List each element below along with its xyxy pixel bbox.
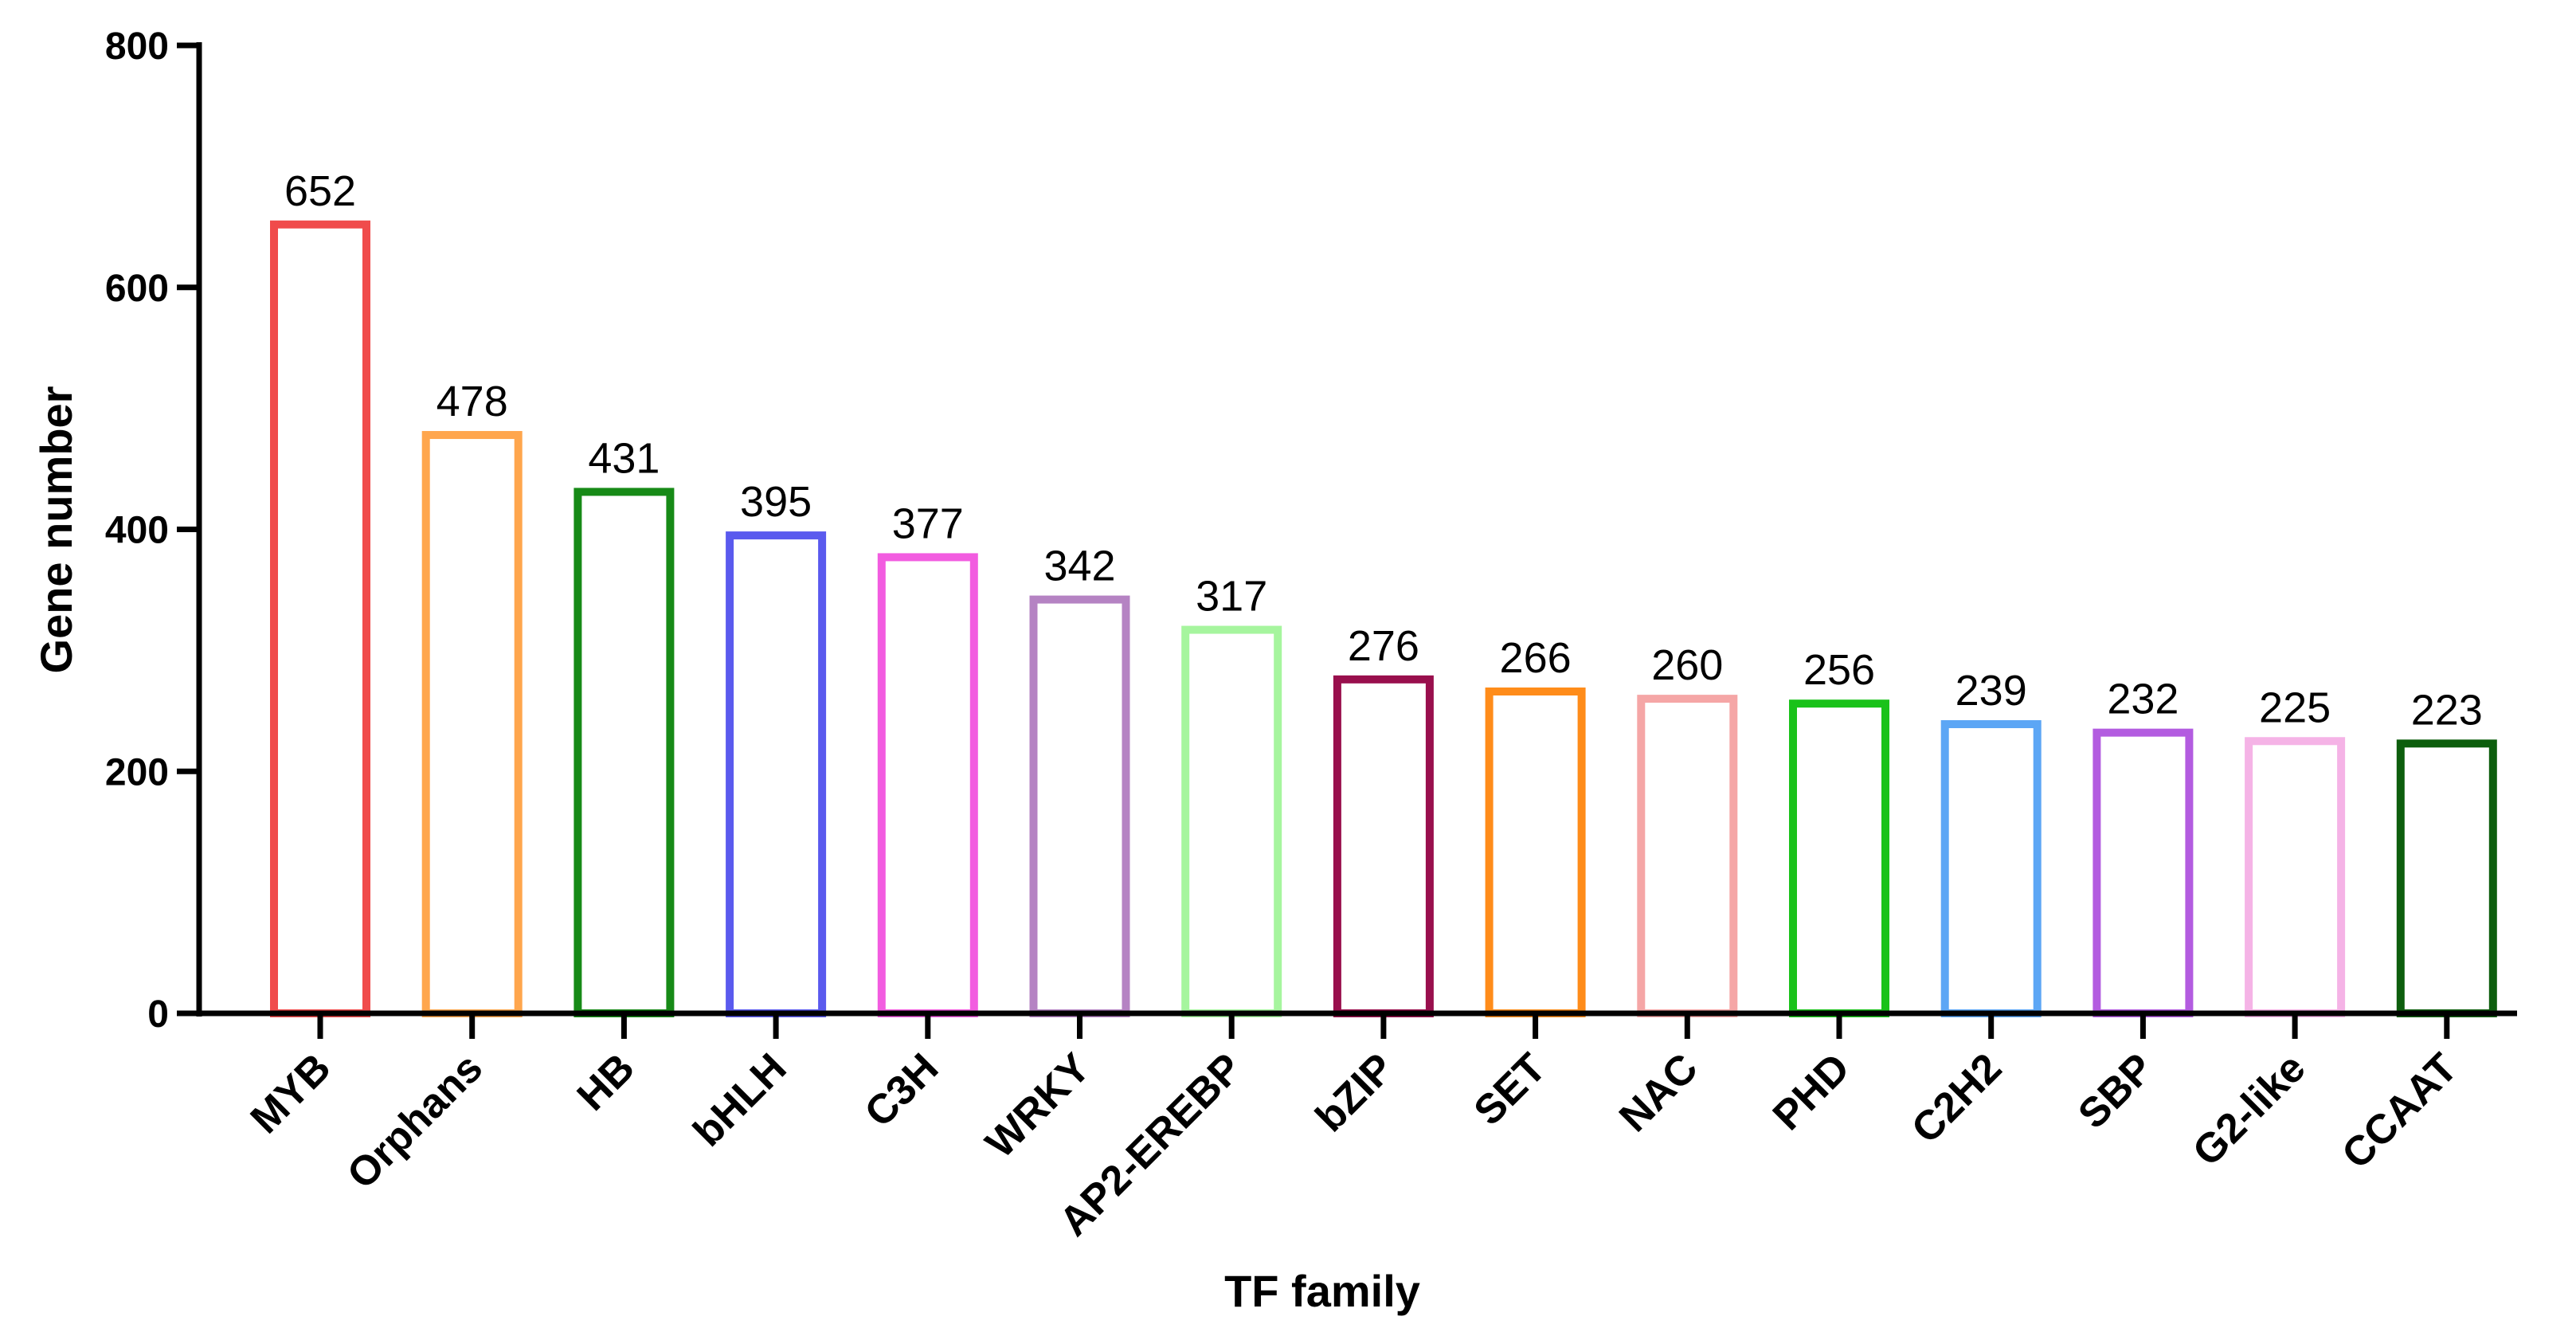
x-tick-label: WRKY xyxy=(977,1044,1099,1166)
x-tick-label: MYB xyxy=(242,1044,340,1142)
bar-g2-like xyxy=(2245,737,2346,1017)
x-tick-label: Orphans xyxy=(339,1044,491,1197)
x-tick-label: C2H2 xyxy=(1903,1044,2010,1152)
bar-value-label: 232 xyxy=(2107,676,2179,723)
bar-myb xyxy=(270,220,370,1017)
y-tick-label: 800 xyxy=(105,25,169,68)
y-tick-label: 400 xyxy=(105,510,169,552)
bar-value-label: 478 xyxy=(437,378,508,425)
x-tick-label: C3H xyxy=(856,1044,948,1136)
bar-value-label: 266 xyxy=(1500,634,1572,682)
x-tick-label: PHD xyxy=(1764,1044,1859,1139)
x-tick-label: CCAAT xyxy=(2333,1044,2466,1177)
bar-value-label: 256 xyxy=(1803,646,1875,694)
bar-value-label: 239 xyxy=(1955,667,2027,715)
y-tick-label: 0 xyxy=(147,993,169,1036)
x-tick-label: G2-like xyxy=(2184,1044,2315,1175)
bar-bzip xyxy=(1333,675,1434,1017)
x-tick-label: bZIP xyxy=(1307,1044,1403,1141)
bar-value-label: 342 xyxy=(1043,543,1115,590)
x-tick-label: HB xyxy=(569,1044,644,1119)
bar-set xyxy=(1485,688,1586,1017)
bar-value-label: 260 xyxy=(1651,641,1723,689)
bar-nac xyxy=(1637,695,1738,1017)
bar-value-label: 431 xyxy=(588,434,660,482)
x-tick-label: bHLH xyxy=(685,1044,796,1155)
bar-value-label: 652 xyxy=(284,167,356,215)
bar-phd xyxy=(1789,699,1889,1017)
bar-orphans xyxy=(421,431,523,1017)
bar-ap2-erebp xyxy=(1181,625,1282,1018)
bar-value-label: 223 xyxy=(2411,686,2483,734)
x-tick-label: SBP xyxy=(2069,1044,2163,1138)
bars xyxy=(270,220,2497,1018)
value-labels: 652 478 431 395 377 342 317 276 266 260 256 239 232 2… xyxy=(284,167,2483,735)
bar-bhlh xyxy=(726,531,827,1017)
bar-hb xyxy=(574,488,675,1017)
bar-c3h xyxy=(877,553,978,1017)
bar-value-label: 225 xyxy=(2259,684,2331,731)
bar-ccaat xyxy=(2396,739,2497,1017)
x-tick-label: SET xyxy=(1466,1044,1556,1134)
y-tick-label: 600 xyxy=(105,268,169,310)
bar-value-label: 395 xyxy=(740,478,812,526)
y-axis-title: Gene number xyxy=(31,386,81,674)
bar-value-label: 377 xyxy=(892,500,964,547)
bar-value-label: 276 xyxy=(1348,622,1419,670)
x-axis-title: TF family xyxy=(1224,1266,1420,1316)
bar-value-label: 317 xyxy=(1196,573,1267,621)
bar-wrky xyxy=(1029,595,1130,1017)
y-ticks: 0 200 400 600 800 xyxy=(105,25,199,1036)
bar-c2h2 xyxy=(1940,720,2042,1017)
x-tick-label: NAC xyxy=(1611,1044,1707,1141)
y-tick-label: 200 xyxy=(105,751,169,793)
bar-sbp xyxy=(2093,728,2194,1018)
